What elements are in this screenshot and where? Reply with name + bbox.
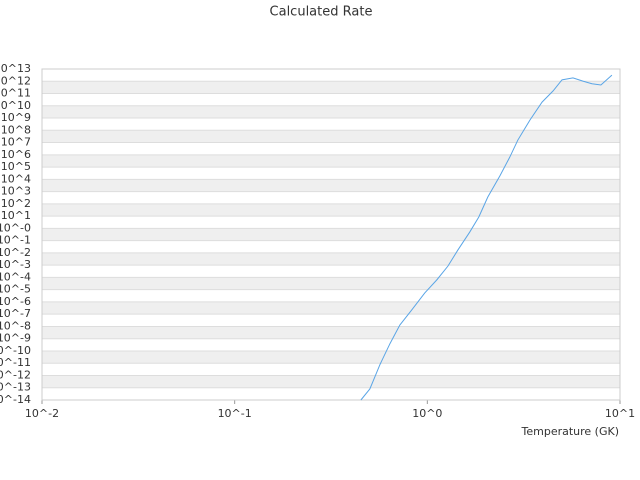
- y-tick-label: 10^-11: [0, 356, 31, 369]
- grid-band: [42, 252, 620, 266]
- grid-band: [42, 289, 620, 302]
- y-tick-label: 10^3: [1, 185, 31, 198]
- y-tick-label: 10^-0: [0, 221, 31, 234]
- grid-band: [42, 154, 620, 168]
- y-tick-label: 10^10: [0, 99, 31, 112]
- y-tick-label: 10^-5: [0, 283, 31, 296]
- y-tick-label: 10^-1: [0, 234, 31, 247]
- y-tick-label: 10^-12: [0, 368, 31, 381]
- grid-band: [42, 265, 620, 278]
- y-tick-label: 10^-9: [0, 332, 31, 345]
- plot-frame: [41, 68, 621, 401]
- y-tick-label: 10^-14: [0, 393, 31, 406]
- y-tick-label: 10^-6: [0, 295, 31, 308]
- y-tick-label: 10^6: [1, 148, 31, 161]
- data-line: [360, 74, 613, 401]
- grid-band: [42, 105, 620, 119]
- grid-band: [42, 277, 620, 290]
- grid-band: [42, 387, 620, 400]
- grid-band: [42, 93, 620, 106]
- y-tick-label: 10^5: [1, 160, 31, 173]
- x-axis-label: Temperature (GK): [521, 425, 620, 438]
- y-tick-label: 10^11: [0, 87, 31, 100]
- grid-band: [42, 314, 620, 327]
- grid-band: [42, 363, 620, 376]
- chart-title: Calculated Rate: [270, 5, 373, 20]
- grid-band: [42, 191, 620, 204]
- y-tick-label: 10^1: [1, 209, 31, 222]
- y-tick-label: 10^13: [0, 62, 31, 75]
- y-tick-label: 10^-2: [0, 246, 31, 259]
- x-tick-label: 10^0: [412, 407, 442, 420]
- y-tick-label: 10^-4: [0, 270, 31, 283]
- grid-band: [42, 301, 620, 315]
- y-tick-label: 10^12: [0, 74, 31, 87]
- grid-band: [42, 326, 620, 339]
- y-tick-label: 10^4: [1, 172, 31, 185]
- grid-band: [42, 167, 620, 180]
- y-tick-label: 10^-3: [0, 258, 31, 271]
- grid-band: [42, 81, 620, 94]
- grid-band: [42, 240, 620, 253]
- y-tick-label: 10^8: [1, 123, 31, 136]
- y-tick-label: 10^-13: [0, 381, 31, 394]
- grid-band: [42, 375, 620, 388]
- grid-band: [42, 142, 620, 155]
- x-tick-label: 10^-1: [218, 407, 252, 420]
- grid-band: [42, 338, 620, 351]
- grid-band: [42, 228, 620, 241]
- grid-band: [42, 118, 620, 131]
- y-tick-label: 10^-8: [0, 319, 31, 332]
- x-tick-label: 10^1: [605, 407, 635, 420]
- grid-band: [42, 130, 620, 143]
- y-tick-label: 10^-7: [0, 307, 31, 320]
- grid-band: [42, 216, 620, 229]
- y-tick-label: 10^2: [1, 197, 31, 210]
- grid-band: [42, 69, 620, 82]
- grid-band: [42, 350, 620, 364]
- grid-band: [42, 179, 620, 192]
- y-tick-label: 10^7: [1, 136, 31, 149]
- x-tick-label: 10^-2: [25, 407, 59, 420]
- y-tick-label: 10^-10: [0, 344, 31, 357]
- grid-band: [42, 203, 620, 217]
- y-tick-label: 10^9: [1, 111, 31, 124]
